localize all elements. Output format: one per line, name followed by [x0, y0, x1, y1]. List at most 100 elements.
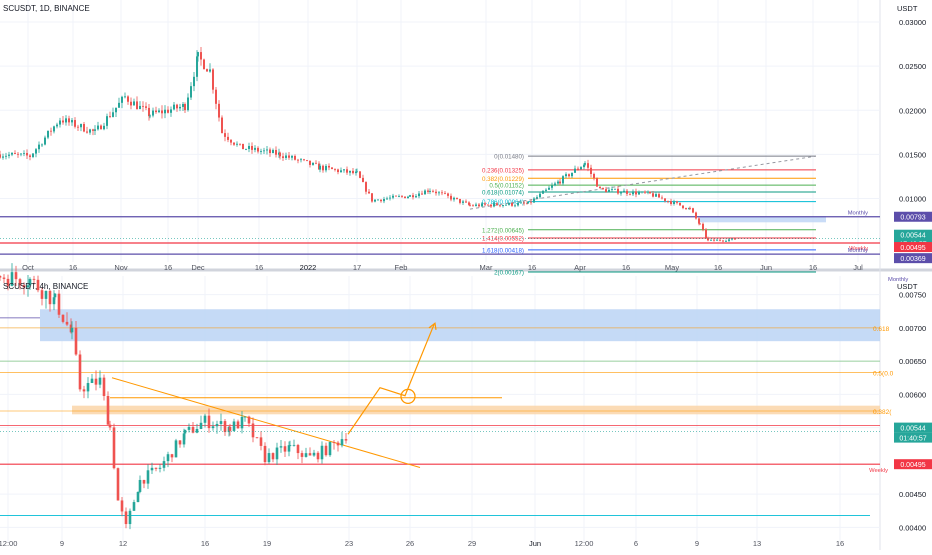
bottom-symbol-label[interactable]: SCUSDT, 4h, BINANCE [3, 282, 89, 291]
bottom-candle-body [308, 453, 312, 456]
top-candle-body [44, 137, 46, 145]
top-x-tick-label: 16 [69, 263, 77, 272]
top-candle-body [322, 165, 324, 171]
top-candle-body [32, 153, 34, 157]
top-candle-body [450, 195, 452, 200]
top-candle-body [218, 103, 220, 118]
bottom-candle-body [292, 444, 296, 446]
bottom-candle-body [78, 354, 82, 390]
bottom-candle-body [102, 377, 106, 396]
bottom-candle-body [138, 479, 142, 492]
top-candle-body [599, 186, 601, 189]
bottom-candle-body [154, 467, 158, 469]
top-candle-body [35, 149, 37, 154]
top-candle-body [62, 120, 64, 123]
bottom-candle-body [94, 378, 98, 385]
top-candle-body [328, 165, 330, 168]
bottom-candle-body [223, 421, 227, 433]
top-candle-body [475, 204, 477, 206]
top-candles [0, 46, 736, 243]
top-level-label: Monthly [848, 211, 868, 217]
top-candle-body [478, 204, 480, 207]
top-candle-body [548, 187, 550, 190]
top-candle-body [149, 115, 151, 117]
top-candle-body [239, 143, 241, 145]
bottom-trendline [111, 377, 421, 469]
bottom-currency-label: USDT [897, 282, 918, 291]
top-symbol-label[interactable]: SCUSDT, 1D, BINANCE [3, 4, 90, 13]
top-candle-body [695, 212, 697, 219]
bottom-candle-body [228, 426, 232, 431]
top-fib-label: 1.618(0.00418) [482, 247, 524, 254]
top-candle-body [571, 172, 573, 177]
bottom-fib-label: 0.382( [873, 409, 892, 416]
top-candle-body [334, 169, 336, 170]
top-candle-body [508, 202, 510, 205]
top-candle-body [517, 203, 519, 206]
top-candle-body [647, 191, 649, 193]
top-candle-body [77, 126, 79, 128]
top-candle-body [407, 196, 409, 199]
top-candle-body [371, 193, 373, 202]
bottom-candle-body [279, 446, 283, 448]
top-x-tick-label: Nov [114, 263, 128, 272]
top-fib-label: 0.236(0.01325) [482, 167, 524, 174]
top-candle-body [279, 152, 281, 157]
top-candle-body [176, 104, 178, 109]
top-candle-body [435, 191, 437, 194]
bottom-weekly-label: Weekly [869, 468, 888, 474]
top-candle-body [230, 139, 232, 143]
top-x-tick-label: Apr [574, 263, 586, 272]
top-x-tick-label: Dec [191, 263, 205, 272]
top-candle-body [291, 155, 293, 158]
top-candle-body [551, 185, 553, 188]
top-x-tick-label: May [665, 263, 679, 272]
top-y-tick-label: 0.02500 [899, 62, 926, 71]
top-candle-body [206, 69, 208, 72]
top-candle-body [638, 192, 640, 195]
top-candle-body [462, 201, 464, 203]
top-candle-body [349, 170, 351, 173]
top-candle-body [545, 189, 547, 191]
top-candle-body [312, 162, 314, 165]
top-price-badge-label: 0.00544 [900, 233, 925, 240]
top-candle-body [664, 198, 666, 201]
top-candle-body [398, 196, 400, 197]
top-candle-body [526, 203, 528, 205]
top-candle-body [611, 189, 613, 190]
bottom-price-badge [894, 422, 932, 433]
top-candle-body [493, 203, 495, 207]
top-candle-body [590, 167, 592, 174]
top-candle-body [527, 201, 529, 204]
top-candle-body [722, 240, 724, 242]
top-candle-body [215, 89, 217, 104]
top-x-tick-label: Mar [480, 263, 493, 272]
top-y-tick-label: 0.03000 [899, 18, 926, 27]
bottom-candle-body [124, 511, 128, 525]
bottom-candle-body [48, 290, 52, 305]
top-candle-body [38, 144, 40, 150]
bottom-candle-body [288, 445, 292, 446]
bottom-candle-body [132, 502, 136, 511]
top-candle-body [5, 155, 7, 157]
top-candle-body [608, 189, 610, 192]
top-candle-body [133, 101, 135, 106]
top-candle-body [127, 96, 129, 102]
top-candle-body [26, 153, 28, 156]
bottom-candle-body [120, 500, 124, 512]
top-candle-body [418, 193, 420, 197]
top-candle-body [421, 193, 423, 195]
top-candle-body [233, 142, 235, 145]
top-candle-body [620, 192, 622, 194]
top-candle-body [260, 151, 262, 152]
top-candle-body [667, 200, 669, 202]
top-candle-body [374, 199, 376, 202]
top-candle-body [395, 195, 397, 197]
top-candle-body [689, 208, 691, 209]
top-x-tick-label: Jul [853, 263, 863, 272]
top-candle-body [41, 144, 43, 146]
top-candle-body [412, 195, 414, 198]
top-fib-label: 0.382(0.01229) [482, 176, 524, 183]
bottom-candle-body [70, 327, 74, 333]
